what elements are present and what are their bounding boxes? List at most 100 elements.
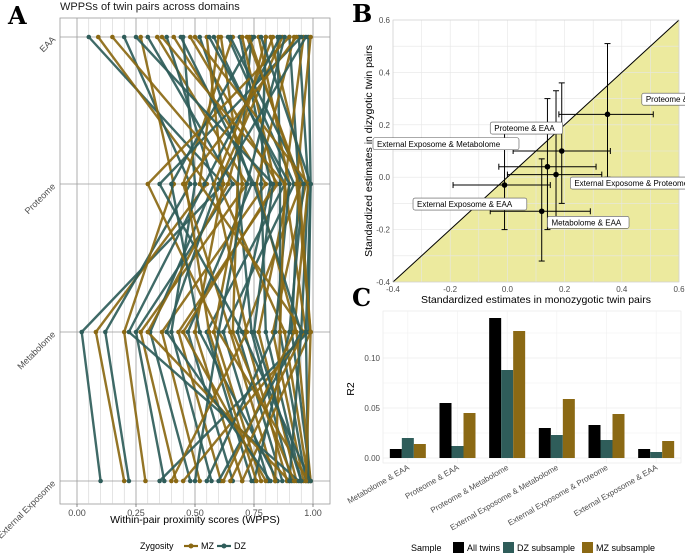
- pair-point-dz: [301, 181, 306, 187]
- pair-point-dz: [206, 34, 212, 40]
- pair-point-mz: [145, 181, 151, 187]
- point-label: Proteome & Metabolome: [646, 95, 685, 104]
- pair-point-mz: [239, 34, 245, 40]
- pair-point-mz: [121, 329, 127, 335]
- pair-point-dz: [258, 34, 264, 40]
- pair-line-mz: [170, 36, 275, 482]
- pair-point-mz: [221, 478, 226, 484]
- pair-point-dz: [263, 329, 269, 335]
- pair-point-mz: [256, 329, 262, 335]
- point-label: External Exposome & Proteome: [574, 179, 685, 188]
- pair-point-dz: [228, 34, 233, 40]
- bar-all-twins: [489, 318, 502, 458]
- panel-c-y-label: R2: [345, 382, 357, 396]
- panel-b-y-tick-label: -0.4: [376, 278, 390, 287]
- panel-a-points: [79, 34, 313, 484]
- pair-point-dz: [164, 34, 169, 40]
- scatter-point: [544, 163, 551, 170]
- panel-a: A WPPSs of twin pairs across domains EAA…: [0, 1, 331, 551]
- bar-mz-subsample: [662, 441, 675, 458]
- panel-b-points: [501, 111, 611, 215]
- point-label: External Exposome & Metabolome: [377, 140, 501, 149]
- pair-point-mz: [154, 34, 160, 40]
- pair-point-dz: [298, 329, 304, 335]
- pair-point-dz: [239, 329, 245, 335]
- panel-a-category-labels: EAA Proteome Metabolome External Exposome: [0, 34, 57, 540]
- pair-point-dz: [202, 181, 207, 187]
- panel-b-y-tick-label: 0.2: [379, 121, 391, 130]
- pair-point-dz: [86, 34, 92, 40]
- pair-line-dz: [193, 36, 286, 482]
- pair-point-dz: [221, 329, 226, 335]
- bar-dz-subsample: [451, 446, 464, 458]
- pair-point-mz: [244, 329, 250, 335]
- point-label: External Exposome & EAA: [417, 200, 513, 209]
- scatter-point: [501, 182, 508, 188]
- pair-point-dz: [230, 181, 236, 187]
- pair-point-dz: [287, 478, 292, 484]
- pair-line-mz: [194, 36, 310, 482]
- point-label-box: External Exposome & EAA: [412, 197, 528, 211]
- pair-point-mz: [291, 478, 297, 484]
- pair-point-dz: [98, 478, 103, 484]
- pair-line-dz: [276, 36, 308, 482]
- pair-line-dz: [165, 36, 307, 482]
- pair-point-mz: [169, 478, 174, 484]
- pair-point-dz: [287, 181, 292, 187]
- point-label-box: Metabolome & EAA: [547, 216, 630, 229]
- panel-b-x-tick-label: -0.4: [386, 285, 400, 294]
- point-label-bg: [412, 197, 528, 211]
- pair-point-dz: [287, 329, 292, 335]
- pair-point-mz: [171, 34, 177, 40]
- pair-point-dz: [303, 34, 309, 40]
- panel-b-y-tick-label: 0.0: [379, 173, 391, 182]
- point-label-bg: [641, 92, 685, 106]
- bar-all-twins: [638, 449, 651, 458]
- point-label-bg: [570, 176, 685, 190]
- pair-point-dz: [282, 34, 287, 40]
- bar-dz-subsample: [550, 435, 563, 458]
- panel-a-x-ticks: 0.00 0.25 0.50 0.75 1.00: [68, 504, 322, 518]
- pair-point-mz: [258, 478, 264, 484]
- panel-b-x-tick-label: 0.4: [616, 285, 628, 294]
- pair-point-mz: [294, 34, 299, 40]
- pair-point-mz: [176, 329, 181, 335]
- point-label-bg: [547, 216, 630, 229]
- panel-c-y-tick-label: 0.05: [364, 404, 380, 413]
- pair-point-mz: [110, 34, 115, 40]
- pair-point-mz: [93, 329, 99, 335]
- legend-dz-label: DZ: [234, 541, 246, 551]
- pair-point-dz: [204, 478, 210, 484]
- pair-point-mz: [239, 478, 245, 484]
- panel-b-x-ticks: -0.4 -0.2 0.0 0.2 0.4 0.6: [386, 285, 685, 294]
- panel-a-x-tick-label: 0.25: [127, 508, 145, 518]
- pair-point-mz: [246, 34, 252, 40]
- bar-mz-subsample: [562, 399, 575, 458]
- pair-point-mz: [308, 329, 313, 335]
- legend-mz-dot: [188, 543, 194, 549]
- legend-label: MZ subsample: [596, 543, 655, 553]
- pair-point-dz: [298, 34, 304, 40]
- panel-a-x-label: Within-pair proximity scores (WPPS): [110, 514, 280, 526]
- panel-c: C 0.00 0.05 0.10 Metabolome & EAAProteome …: [345, 283, 682, 553]
- pair-point-mz: [254, 478, 259, 484]
- pair-point-mz: [211, 329, 217, 335]
- panel-a-x-tick-label: 0.00: [68, 508, 86, 518]
- pair-point-mz: [180, 478, 186, 484]
- pair-point-dz: [277, 34, 283, 40]
- pair-point-dz: [126, 478, 132, 484]
- pair-point-mz: [121, 478, 127, 484]
- scatter-point: [604, 111, 611, 118]
- bar-mz-subsample: [463, 413, 476, 458]
- pair-line-mz: [122, 36, 176, 482]
- pair-point-dz: [268, 478, 273, 484]
- pair-point-dz: [169, 181, 174, 187]
- pair-point-dz: [251, 181, 257, 187]
- panel-c-bars: [389, 318, 675, 458]
- pair-point-dz: [157, 181, 162, 187]
- pair-point-dz: [164, 329, 169, 335]
- pair-point-dz: [216, 329, 221, 335]
- pair-point-dz: [79, 329, 85, 335]
- pair-line-mz: [269, 36, 308, 482]
- panel-c-legend-title: Sample: [411, 543, 442, 553]
